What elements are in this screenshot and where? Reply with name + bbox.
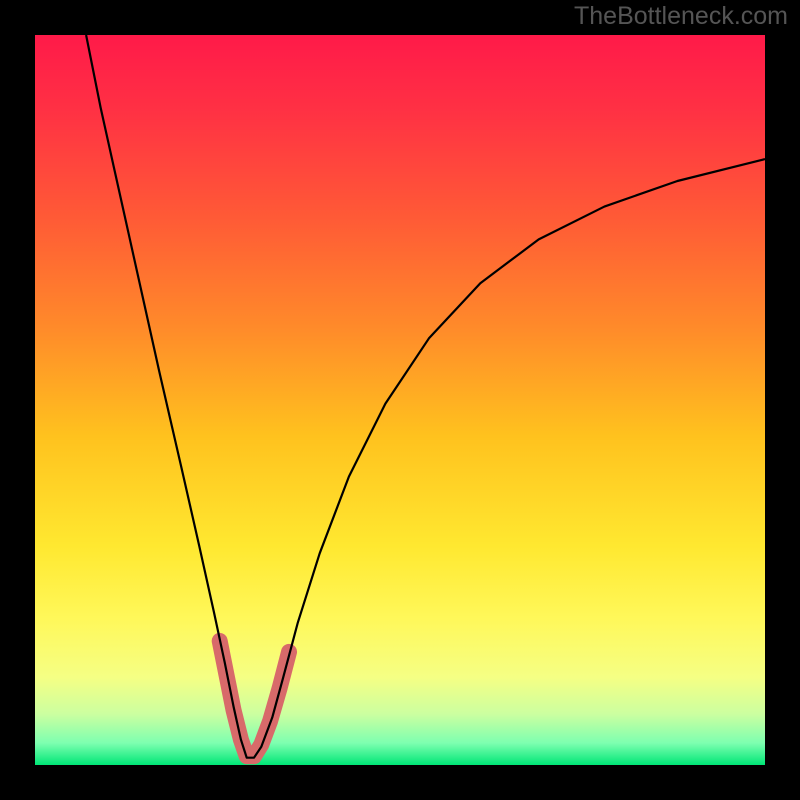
- chart-stage: TheBottleneck.com: [0, 0, 800, 800]
- plot-background: [35, 35, 765, 765]
- bottleneck-chart: [0, 0, 800, 800]
- watermark-text: TheBottleneck.com: [574, 2, 788, 31]
